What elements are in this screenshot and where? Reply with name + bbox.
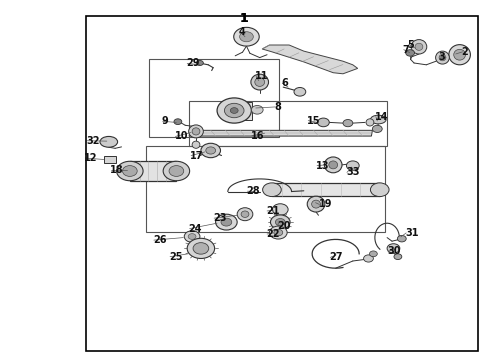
Ellipse shape (163, 161, 190, 181)
Text: 14: 14 (375, 112, 389, 122)
Text: 26: 26 (153, 235, 167, 245)
Ellipse shape (329, 161, 338, 169)
Ellipse shape (275, 219, 285, 226)
Text: 23: 23 (213, 213, 227, 223)
Text: 20: 20 (277, 221, 291, 231)
Ellipse shape (192, 128, 200, 135)
Ellipse shape (263, 183, 281, 197)
Text: 8: 8 (274, 102, 281, 112)
Ellipse shape (343, 120, 353, 127)
Ellipse shape (221, 218, 232, 226)
Ellipse shape (272, 204, 288, 215)
Ellipse shape (237, 208, 253, 221)
Ellipse shape (189, 125, 203, 138)
Ellipse shape (372, 125, 382, 132)
Ellipse shape (406, 50, 415, 56)
Text: 10: 10 (174, 131, 188, 141)
Ellipse shape (251, 74, 269, 90)
Ellipse shape (364, 255, 373, 262)
Ellipse shape (224, 103, 244, 118)
Ellipse shape (184, 231, 200, 242)
Text: 12: 12 (84, 153, 98, 163)
Ellipse shape (206, 147, 216, 154)
Ellipse shape (312, 200, 320, 208)
Text: 27: 27 (329, 252, 343, 262)
Ellipse shape (192, 141, 200, 148)
Ellipse shape (122, 166, 137, 176)
Ellipse shape (454, 49, 465, 60)
Ellipse shape (187, 238, 215, 258)
Ellipse shape (411, 40, 427, 54)
Text: 21: 21 (266, 206, 280, 216)
Ellipse shape (251, 105, 263, 114)
Text: 18: 18 (110, 165, 123, 175)
Ellipse shape (369, 251, 377, 257)
Ellipse shape (201, 143, 220, 158)
Text: 9: 9 (162, 116, 169, 126)
Ellipse shape (370, 115, 386, 124)
Text: 25: 25 (169, 252, 183, 262)
Text: 33: 33 (346, 167, 360, 177)
Ellipse shape (196, 60, 203, 66)
Ellipse shape (324, 157, 342, 173)
Polygon shape (130, 161, 176, 181)
Ellipse shape (294, 87, 306, 96)
Ellipse shape (394, 254, 402, 260)
Ellipse shape (193, 243, 209, 254)
Ellipse shape (274, 229, 283, 236)
Polygon shape (262, 45, 358, 74)
Ellipse shape (387, 244, 400, 253)
Ellipse shape (234, 27, 259, 46)
Text: 13: 13 (316, 161, 330, 171)
Text: 2: 2 (462, 47, 468, 57)
Ellipse shape (240, 32, 253, 42)
Ellipse shape (436, 51, 449, 64)
Ellipse shape (366, 119, 374, 126)
Text: 5: 5 (408, 40, 415, 50)
Ellipse shape (216, 214, 237, 230)
Text: 17: 17 (190, 150, 204, 161)
Ellipse shape (270, 215, 290, 229)
Ellipse shape (174, 119, 182, 125)
Text: 24: 24 (189, 224, 202, 234)
Polygon shape (189, 130, 372, 136)
Ellipse shape (346, 161, 359, 170)
Text: 3: 3 (439, 52, 445, 62)
Text: 32: 32 (86, 136, 100, 146)
Ellipse shape (217, 98, 251, 123)
Text: 28: 28 (246, 186, 260, 196)
Ellipse shape (230, 108, 238, 113)
Ellipse shape (169, 166, 184, 176)
Text: 4: 4 (239, 27, 246, 37)
Ellipse shape (415, 43, 423, 50)
Text: 11: 11 (255, 71, 269, 81)
Text: 22: 22 (266, 229, 280, 239)
Ellipse shape (117, 161, 143, 181)
Text: 6: 6 (281, 78, 288, 88)
Ellipse shape (439, 54, 446, 61)
Text: 19: 19 (318, 199, 332, 210)
Text: 1: 1 (239, 12, 248, 24)
Polygon shape (272, 183, 380, 196)
Text: 1: 1 (239, 12, 248, 24)
Ellipse shape (100, 136, 118, 147)
Text: 29: 29 (186, 58, 200, 68)
Ellipse shape (241, 211, 249, 217)
Ellipse shape (370, 183, 389, 197)
Ellipse shape (307, 196, 325, 212)
Ellipse shape (270, 226, 287, 239)
Ellipse shape (449, 45, 470, 65)
Text: 31: 31 (405, 228, 419, 238)
Text: 30: 30 (387, 246, 401, 256)
Ellipse shape (188, 234, 196, 239)
Polygon shape (104, 156, 116, 163)
Polygon shape (228, 102, 252, 120)
Text: 16: 16 (251, 131, 265, 141)
Ellipse shape (255, 78, 265, 86)
Ellipse shape (318, 118, 329, 127)
Text: 7: 7 (403, 45, 410, 55)
Text: 15: 15 (307, 116, 321, 126)
Ellipse shape (397, 235, 406, 242)
